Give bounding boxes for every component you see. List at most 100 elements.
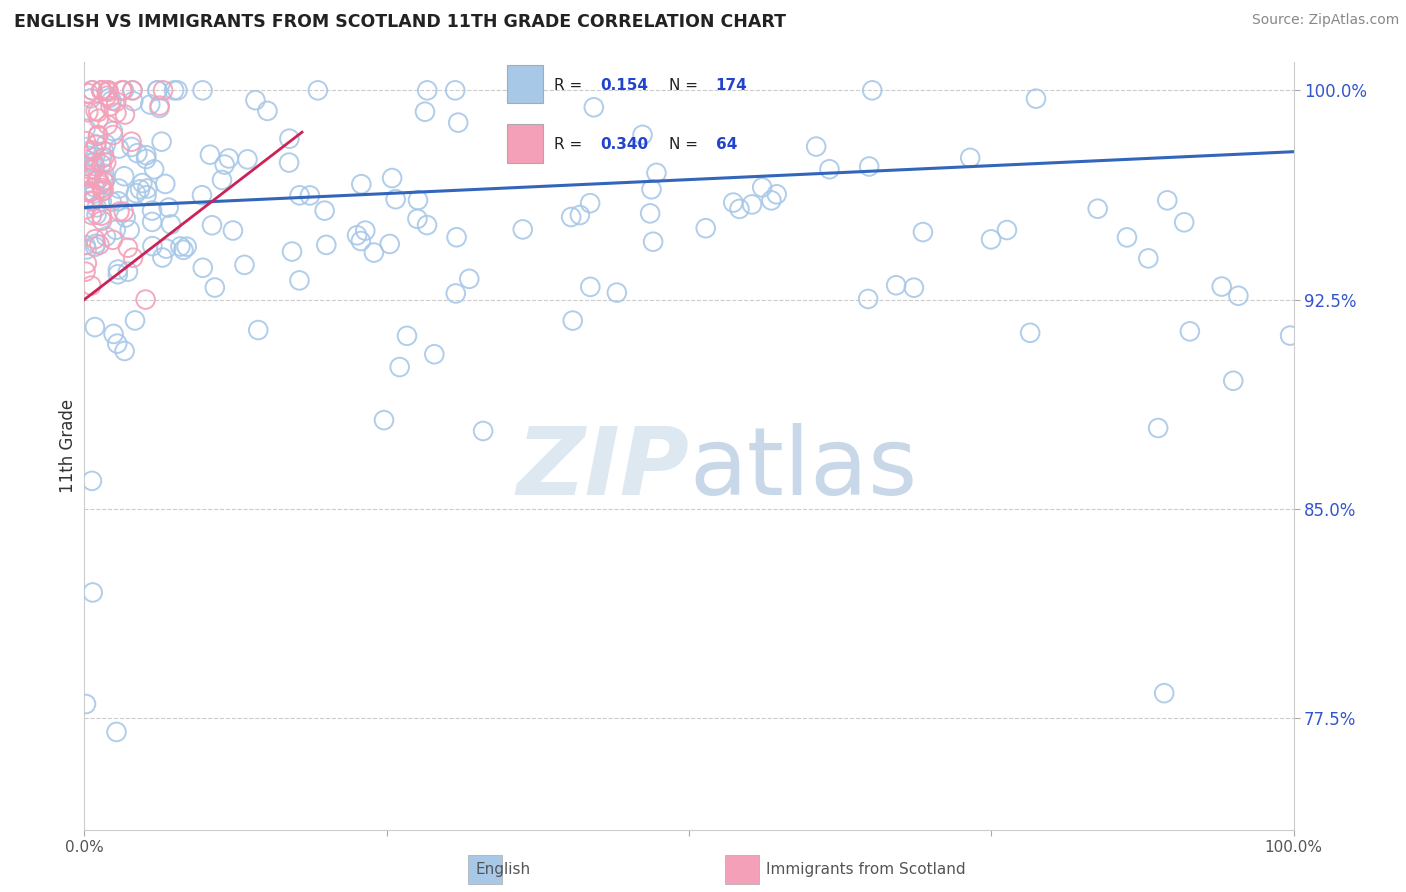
Point	[79, 169, 101, 183]
Point	[413, 104, 436, 119]
Point	[765, 187, 787, 202]
Point	[247, 323, 270, 337]
Point	[131, 176, 153, 190]
Point	[1279, 328, 1302, 343]
Point	[751, 180, 773, 194]
Point	[1137, 252, 1160, 266]
Point	[83, 320, 105, 334]
Point	[139, 97, 162, 112]
Point	[149, 98, 172, 112]
Point	[86, 201, 108, 215]
Text: 64: 64	[716, 137, 737, 153]
Point	[741, 197, 763, 211]
Bar	[468, 855, 502, 884]
Point	[211, 173, 233, 187]
Point	[1153, 686, 1175, 700]
Point	[75, 121, 97, 136]
Point	[1227, 289, 1250, 303]
Point	[101, 233, 124, 247]
Point	[141, 203, 163, 218]
Point	[406, 211, 429, 226]
Point	[643, 235, 665, 249]
Point	[97, 83, 120, 97]
Point	[105, 95, 128, 109]
Point	[406, 193, 429, 207]
Point	[75, 238, 97, 252]
Point	[89, 237, 111, 252]
Point	[84, 150, 107, 164]
Point	[93, 175, 115, 189]
Point	[204, 280, 226, 294]
Bar	[508, 124, 543, 163]
Point	[107, 262, 129, 277]
Point	[101, 128, 124, 142]
Y-axis label: 11th Grade: 11th Grade	[59, 399, 77, 493]
Point	[75, 265, 97, 279]
Point	[84, 232, 107, 246]
Point	[281, 244, 304, 259]
Point	[101, 124, 124, 138]
Point	[100, 99, 122, 113]
Point	[86, 172, 108, 186]
Point	[818, 162, 841, 177]
Point	[87, 128, 110, 143]
Point	[444, 286, 467, 301]
Point	[93, 175, 115, 189]
Text: N =: N =	[669, 137, 703, 153]
Point	[93, 150, 115, 164]
Point	[90, 83, 112, 97]
Point	[146, 83, 169, 97]
Point	[858, 160, 880, 174]
Point	[236, 153, 259, 167]
Point	[108, 204, 131, 219]
Point	[143, 162, 166, 177]
Point	[176, 240, 198, 254]
Point	[354, 224, 377, 238]
Point	[76, 256, 98, 270]
Point	[117, 241, 139, 255]
Text: atlas: atlas	[689, 423, 917, 515]
Point	[100, 94, 122, 108]
Point	[640, 182, 662, 196]
Point	[884, 278, 907, 293]
Point	[114, 211, 136, 225]
Point	[135, 148, 157, 162]
Point	[83, 180, 105, 194]
Point	[288, 188, 311, 202]
Point	[804, 139, 827, 153]
Point	[222, 223, 245, 237]
Point	[103, 326, 125, 341]
Point	[191, 188, 214, 202]
Point	[124, 313, 146, 327]
Point	[121, 83, 143, 97]
Point	[105, 336, 128, 351]
Point	[214, 158, 236, 172]
Point	[561, 313, 583, 327]
Point	[695, 221, 717, 235]
Point	[146, 83, 169, 97]
Point	[1025, 92, 1047, 106]
Point	[112, 204, 135, 219]
Point	[560, 210, 582, 224]
Point	[83, 162, 105, 177]
Text: Immigrants from Scotland: Immigrants from Scotland	[766, 863, 966, 877]
Point	[121, 135, 143, 149]
Point	[83, 156, 105, 170]
Text: ENGLISH VS IMMIGRANTS FROM SCOTLAND 11TH GRADE CORRELATION CHART: ENGLISH VS IMMIGRANTS FROM SCOTLAND 11TH…	[14, 13, 786, 31]
Text: N =: N =	[669, 78, 703, 93]
Point	[307, 83, 329, 97]
Point	[91, 181, 114, 195]
Point	[911, 225, 934, 239]
Point	[105, 725, 128, 739]
Point	[157, 201, 180, 215]
Point	[135, 152, 157, 166]
Point	[350, 177, 373, 191]
Point	[856, 292, 879, 306]
Point	[191, 83, 214, 97]
Point	[112, 83, 135, 97]
Point	[980, 232, 1002, 246]
Text: R =: R =	[554, 137, 588, 153]
Point	[107, 267, 129, 281]
Point	[76, 243, 98, 257]
Point	[80, 83, 103, 97]
